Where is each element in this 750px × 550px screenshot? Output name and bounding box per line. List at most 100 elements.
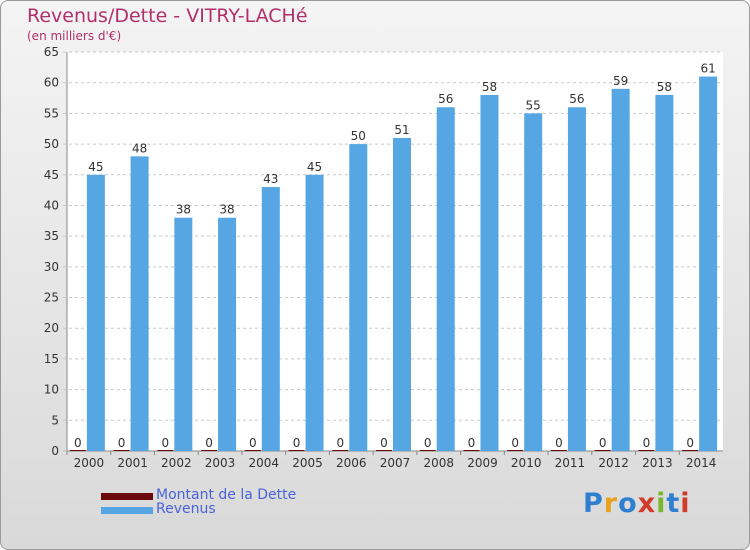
y-tick-label: 35 bbox=[44, 229, 59, 243]
revenue-value-label: 56 bbox=[569, 92, 584, 106]
x-tick-label: 2003 bbox=[205, 456, 236, 470]
debt-bar bbox=[682, 450, 699, 451]
revenue-bar bbox=[480, 94, 499, 451]
legend-label-revenue: Revenus bbox=[156, 501, 216, 517]
debt-value-label: 0 bbox=[380, 436, 388, 450]
debt-value-label: 0 bbox=[599, 436, 607, 450]
debt-bar bbox=[550, 450, 567, 451]
y-tick-label: 0 bbox=[51, 444, 59, 458]
x-tick-label: 2006 bbox=[336, 456, 367, 470]
x-tick-label: 2001 bbox=[117, 456, 148, 470]
logo-letter: i bbox=[656, 488, 667, 519]
x-tick-label: 2014 bbox=[686, 456, 717, 470]
y-tick-label: 45 bbox=[44, 168, 59, 182]
debt-bar bbox=[419, 450, 436, 451]
debt-value-label: 0 bbox=[249, 436, 257, 450]
y-tick-label: 55 bbox=[44, 106, 59, 120]
debt-value-label: 0 bbox=[424, 436, 432, 450]
x-tick-label: 2004 bbox=[249, 456, 280, 470]
revenue-bar bbox=[130, 156, 149, 451]
revenue-value-label: 55 bbox=[526, 98, 541, 112]
logo-letter: x bbox=[637, 488, 657, 519]
x-tick-label: 2012 bbox=[598, 456, 629, 470]
legend-swatch-debt bbox=[101, 493, 153, 500]
y-tick-label: 40 bbox=[44, 198, 59, 212]
y-tick-label: 60 bbox=[44, 76, 59, 90]
debt-bar bbox=[244, 450, 261, 451]
debt-bar bbox=[69, 450, 86, 451]
x-tick-label: 2010 bbox=[511, 456, 542, 470]
revenue-value-label: 48 bbox=[132, 141, 147, 155]
chart-subtitle: (en milliers d'€) bbox=[27, 29, 122, 43]
logo-letter: i bbox=[680, 488, 691, 519]
debt-value-label: 0 bbox=[74, 436, 82, 450]
revenue-bar bbox=[261, 187, 280, 452]
legend-label-debt: Montant de la Dette bbox=[156, 487, 297, 503]
debt-value-label: 0 bbox=[118, 436, 126, 450]
x-tick-label: 2005 bbox=[292, 456, 323, 470]
debt-value-label: 0 bbox=[162, 436, 170, 450]
revenue-bar bbox=[305, 174, 324, 451]
debt-value-label: 0 bbox=[336, 436, 344, 450]
debt-bar bbox=[376, 450, 392, 451]
debt-bar bbox=[113, 450, 130, 451]
revenue-bar bbox=[174, 217, 193, 451]
revenue-bar bbox=[218, 217, 237, 451]
logo-letter: t bbox=[666, 488, 681, 519]
debt-bar bbox=[507, 450, 524, 451]
x-tick-label: 2007 bbox=[380, 456, 411, 470]
revenue-value-label: 38 bbox=[219, 203, 234, 217]
y-tick-label: 30 bbox=[44, 260, 59, 274]
revenue-bar bbox=[524, 113, 543, 451]
revenue-bar bbox=[655, 94, 674, 451]
revenue-bar bbox=[86, 174, 105, 451]
legend-swatch-revenue bbox=[101, 507, 153, 514]
revenue-bar bbox=[699, 76, 718, 452]
debt-value-label: 0 bbox=[205, 436, 213, 450]
y-tick-label: 20 bbox=[44, 321, 59, 335]
x-tick-label: 2013 bbox=[642, 456, 673, 470]
debt-bar bbox=[638, 450, 655, 451]
logo-letter: o bbox=[618, 488, 638, 519]
x-tick-label: 2009 bbox=[467, 456, 498, 470]
revenue-value-label: 45 bbox=[88, 160, 103, 174]
debt-value-label: 0 bbox=[686, 436, 694, 450]
revenue-value-label: 58 bbox=[657, 80, 672, 94]
y-tick-label: 50 bbox=[44, 137, 59, 151]
y-tick-label: 5 bbox=[51, 413, 59, 427]
revenue-value-label: 45 bbox=[307, 160, 322, 174]
debt-value-label: 0 bbox=[511, 436, 519, 450]
debt-bar bbox=[201, 450, 218, 451]
revenue-value-label: 43 bbox=[263, 172, 278, 186]
chart-title: Revenus/Dette - VITRY-LACHé bbox=[27, 5, 308, 27]
revenue-bar bbox=[349, 144, 368, 452]
debt-value-label: 0 bbox=[643, 436, 651, 450]
debt-bar bbox=[288, 450, 305, 451]
x-tick-label: 2000 bbox=[74, 456, 105, 470]
revenue-bar bbox=[436, 107, 455, 451]
proxiti-logo: Proxiti bbox=[583, 488, 691, 519]
logo-letter: P bbox=[583, 488, 604, 519]
y-tick-label: 25 bbox=[44, 291, 59, 305]
debt-bar bbox=[463, 450, 480, 451]
revenue-bar bbox=[611, 88, 630, 451]
debt-bar bbox=[332, 450, 349, 451]
revenue-value-label: 61 bbox=[700, 62, 715, 76]
revenue-value-label: 50 bbox=[351, 129, 366, 143]
y-tick-label: 10 bbox=[44, 383, 59, 397]
revenue-bar bbox=[393, 137, 411, 451]
debt-bar bbox=[594, 450, 611, 451]
debt-bar bbox=[157, 450, 174, 451]
revenue-value-label: 38 bbox=[176, 203, 191, 217]
x-tick-label: 2008 bbox=[423, 456, 454, 470]
x-tick-label: 2002 bbox=[161, 456, 192, 470]
y-tick-label: 65 bbox=[44, 45, 59, 59]
debt-value-label: 0 bbox=[468, 436, 476, 450]
revenue-value-label: 59 bbox=[613, 74, 628, 88]
revenue-value-label: 51 bbox=[394, 123, 409, 137]
y-tick-label: 15 bbox=[44, 352, 59, 366]
revenue-value-label: 56 bbox=[438, 92, 453, 106]
x-tick-label: 2011 bbox=[555, 456, 586, 470]
